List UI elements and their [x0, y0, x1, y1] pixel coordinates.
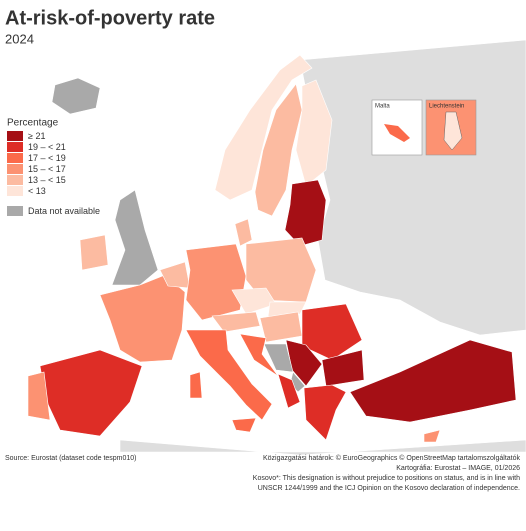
inset-malta: Malta — [371, 99, 423, 156]
legend-label: < 13 — [28, 186, 46, 196]
footer-notes: Közigazgatási határok: © EuroGeographics… — [253, 454, 521, 492]
legend-swatch — [7, 206, 23, 216]
legend-title: Percentage — [7, 118, 59, 129]
countries — [27, 54, 517, 443]
country — [79, 234, 109, 271]
land-south — [119, 439, 526, 456]
footer-note: Kartográfia: Eurostat – IMAGE, 01/2026 — [396, 465, 520, 472]
footer-note: UNSCR 1244/1999 and the ICJ Opinion on t… — [258, 485, 520, 492]
footer-note: Közigazgatási határok: © EuroGeographics… — [263, 454, 521, 462]
source: Source: Eurostat (dataset code tespm010) — [5, 455, 137, 462]
country — [27, 371, 51, 421]
legend-label: Data not available — [28, 206, 100, 216]
legend-swatch — [7, 131, 23, 141]
country — [349, 339, 517, 423]
country — [214, 54, 313, 201]
country — [211, 311, 261, 333]
subtitle: 2024 — [5, 31, 34, 46]
footer-note: Kosovo*: This designation is without pre… — [253, 475, 520, 482]
inset-liechtenstein: Liechtenstein — [425, 99, 477, 156]
country — [185, 243, 247, 321]
country — [254, 83, 303, 217]
country — [51, 77, 101, 115]
country — [295, 79, 333, 187]
country — [384, 124, 410, 142]
country — [239, 333, 279, 377]
country — [423, 429, 441, 443]
country — [321, 349, 365, 387]
legend-swatch — [7, 175, 23, 185]
inset-label: Liechtenstein — [429, 104, 464, 110]
legend-swatch — [7, 142, 23, 152]
title: At-risk-of-poverty rate — [5, 7, 215, 29]
country — [185, 329, 273, 421]
legend-label: 13 – < 15 — [28, 175, 66, 185]
country — [231, 417, 257, 433]
legend-label: 15 – < 17 — [28, 164, 66, 174]
legend-label: 19 – < 21 — [28, 142, 66, 152]
country — [303, 384, 347, 441]
country — [99, 274, 186, 363]
legend-label: 17 – < 19 — [28, 153, 66, 163]
country — [284, 179, 327, 247]
inset-label: Malta — [375, 104, 390, 110]
legend-swatch — [7, 153, 23, 163]
legend-swatch — [7, 164, 23, 174]
country — [234, 218, 253, 247]
country — [443, 111, 463, 151]
legend-label: ≥ 21 — [28, 131, 45, 141]
country — [189, 371, 203, 399]
country — [277, 373, 301, 409]
country — [301, 303, 363, 361]
legend-swatch — [7, 186, 23, 196]
